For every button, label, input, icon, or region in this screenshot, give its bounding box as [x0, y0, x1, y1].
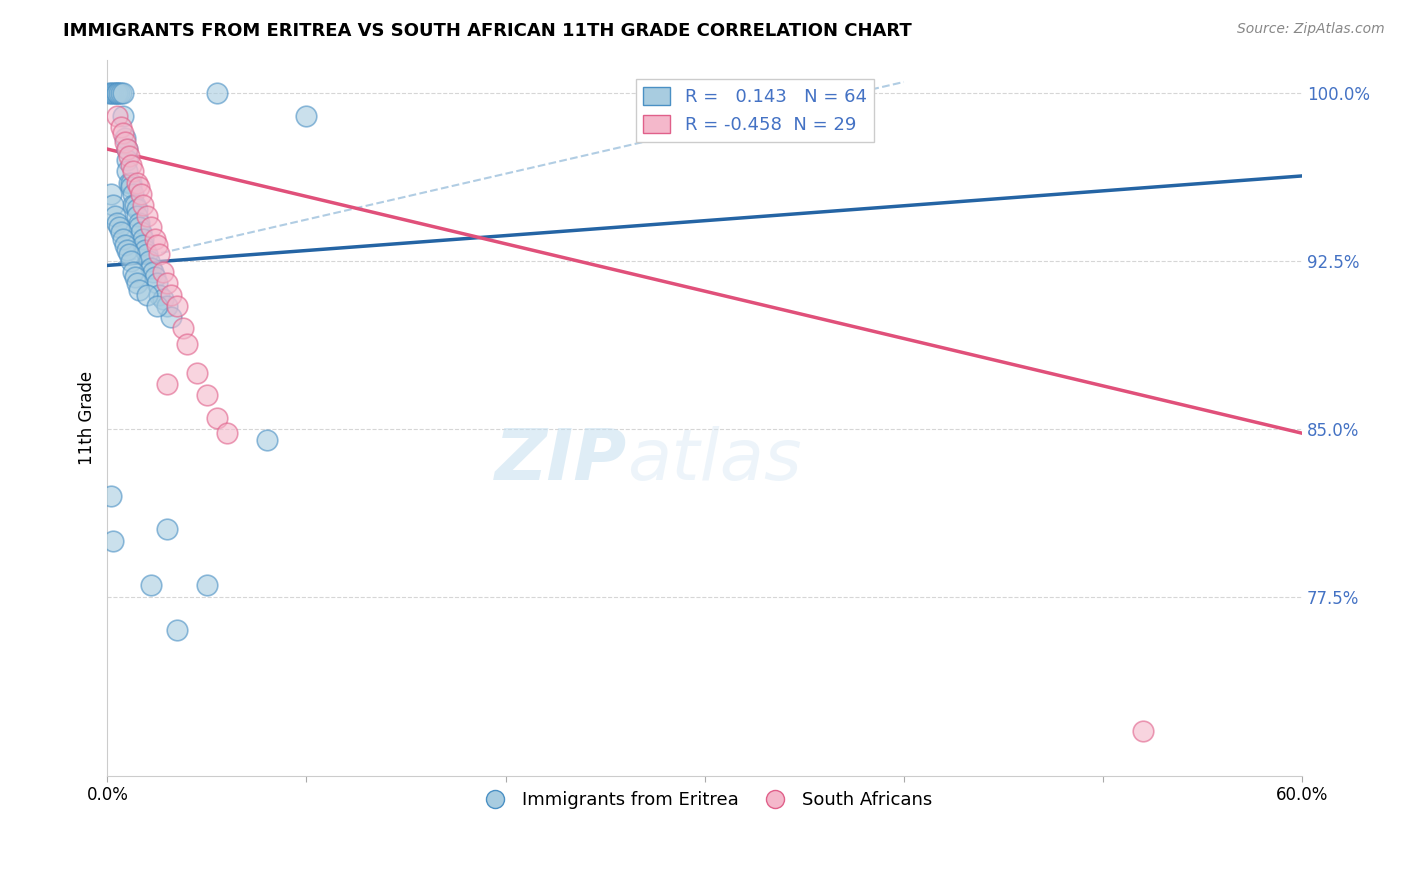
Point: [148, 287, 170, 301]
Point: [124, 269, 146, 284]
Point: [122, 186, 145, 201]
Point: [105, 216, 128, 230]
Point: [205, 86, 228, 100]
Point: [156, 299, 179, 313]
Point: [117, 243, 139, 257]
Point: [127, 209, 149, 223]
Point: [146, 277, 169, 291]
Point: [127, 202, 149, 217]
Y-axis label: 11th Grade: 11th Grade: [79, 370, 96, 465]
Point: [160, 310, 183, 324]
Point: [117, 142, 139, 156]
Point: [105, 109, 128, 123]
Point: [122, 265, 145, 279]
Point: [118, 247, 141, 261]
Point: [108, 86, 131, 100]
Point: [117, 142, 139, 156]
Point: [136, 287, 159, 301]
Point: [152, 265, 174, 279]
Point: [160, 287, 183, 301]
Point: [118, 149, 141, 163]
Point: [195, 388, 218, 402]
Point: [122, 198, 145, 212]
Point: [172, 321, 194, 335]
Point: [205, 410, 228, 425]
Point: [120, 254, 142, 268]
Legend: Immigrants from Eritrea, South Africans: Immigrants from Eritrea, South Africans: [470, 784, 939, 816]
Point: [128, 283, 150, 297]
Point: [110, 86, 132, 100]
Point: [128, 180, 150, 194]
Point: [141, 220, 163, 235]
Point: [143, 231, 166, 245]
Point: [98, 86, 121, 100]
Point: [114, 238, 136, 252]
Point: [156, 523, 179, 537]
Point: [129, 225, 152, 239]
Point: [156, 376, 179, 391]
Point: [127, 176, 149, 190]
Point: [100, 186, 122, 201]
Point: [122, 164, 145, 178]
Point: [148, 247, 170, 261]
Point: [103, 198, 125, 212]
Point: [100, 489, 122, 503]
Point: [295, 109, 318, 123]
Point: [166, 299, 188, 313]
Point: [112, 109, 135, 123]
Point: [108, 220, 131, 235]
Point: [138, 254, 160, 268]
Point: [132, 231, 155, 245]
Point: [105, 86, 128, 100]
Point: [114, 136, 136, 150]
Point: [100, 86, 122, 100]
Point: [132, 198, 155, 212]
Point: [142, 265, 165, 279]
Point: [127, 277, 149, 291]
Point: [146, 299, 169, 313]
Point: [114, 131, 136, 145]
Point: [141, 578, 163, 592]
Point: [136, 247, 159, 261]
Point: [143, 269, 166, 284]
Point: [120, 180, 142, 194]
Point: [120, 158, 142, 172]
Point: [118, 176, 141, 190]
Point: [186, 366, 208, 380]
Point: [104, 209, 127, 223]
Point: [110, 120, 132, 134]
Point: [128, 216, 150, 230]
Point: [134, 243, 156, 257]
Point: [110, 225, 132, 239]
Point: [105, 86, 128, 100]
Point: [103, 533, 125, 548]
Text: Source: ZipAtlas.com: Source: ZipAtlas.com: [1237, 22, 1385, 37]
Point: [152, 292, 174, 306]
Point: [120, 176, 142, 190]
Point: [215, 426, 238, 441]
Point: [112, 127, 135, 141]
Point: [112, 86, 135, 100]
Point: [136, 209, 159, 223]
Point: [141, 260, 163, 275]
Point: [103, 86, 125, 100]
Point: [117, 164, 139, 178]
Point: [124, 198, 146, 212]
Point: [117, 153, 139, 168]
Point: [156, 277, 179, 291]
Point: [129, 186, 152, 201]
Text: IMMIGRANTS FROM ERITREA VS SOUTH AFRICAN 11TH GRADE CORRELATION CHART: IMMIGRANTS FROM ERITREA VS SOUTH AFRICAN…: [63, 22, 912, 40]
Point: [166, 623, 188, 637]
Point: [195, 578, 218, 592]
Point: [104, 86, 127, 100]
Point: [1132, 723, 1154, 738]
Point: [256, 433, 278, 447]
Text: ZIP: ZIP: [495, 426, 627, 495]
Point: [112, 231, 135, 245]
Point: [146, 238, 169, 252]
Point: [176, 336, 198, 351]
Text: atlas: atlas: [627, 426, 801, 495]
Point: [132, 238, 155, 252]
Point: [128, 220, 150, 235]
